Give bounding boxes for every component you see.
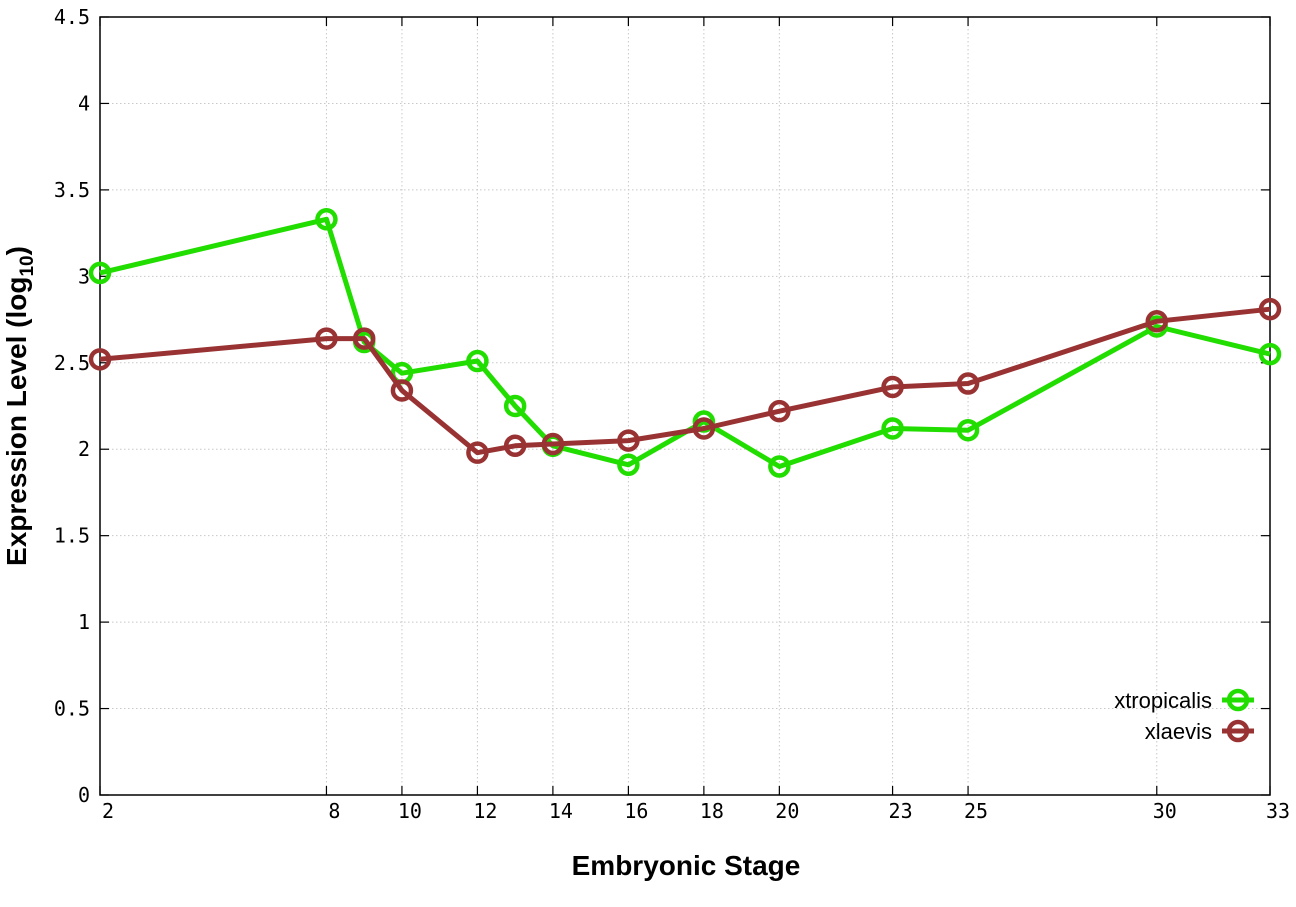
data-point: [881, 375, 904, 399]
plot-frame: [99, 16, 1271, 796]
y-axis-title-main: Expression Level (log: [1, 277, 32, 566]
x-tick-label: 12: [473, 799, 497, 823]
y-tick-label: 2.5: [54, 351, 90, 375]
x-tick-label: 8: [328, 799, 340, 823]
x-tick-label: 16: [624, 799, 648, 823]
legend-swatch-marker: [1226, 688, 1250, 712]
series-line: [99, 306, 1271, 456]
y-tick-label: 3.5: [54, 178, 90, 202]
series-xlaevis: [88, 297, 1282, 464]
data-point: [617, 453, 640, 477]
y-tick-label: 4.5: [54, 5, 90, 29]
data-point: [956, 418, 980, 442]
x-tick-label: 33: [1266, 799, 1290, 823]
series-layer: [88, 208, 1282, 478]
y-tick-label: 0: [78, 783, 90, 807]
data-point: [956, 372, 980, 395]
x-tick-label: 14: [549, 799, 573, 823]
legend-swatch-marker: [1226, 719, 1250, 743]
data-point: [1145, 310, 1169, 333]
data-point: [466, 349, 489, 373]
legend: xtropicalis xlaevis: [1114, 688, 1254, 744]
data-point: [503, 394, 527, 418]
data-point: [315, 327, 338, 350]
data-point: [503, 434, 527, 458]
x-tick-label: 18: [700, 799, 724, 823]
y-tick-label: 4: [78, 91, 90, 115]
x-axis-title: Embryonic Stage: [572, 850, 801, 881]
data-point: [88, 348, 112, 371]
x-tick-label: 2: [102, 799, 114, 823]
data-point: [390, 379, 414, 402]
grid-lines: [100, 17, 1270, 795]
y-axis-title-subscript: 10: [17, 255, 38, 276]
y-tick-label: 2: [78, 437, 90, 461]
y-tick-label: 0.5: [54, 697, 90, 721]
data-point: [1258, 342, 1282, 366]
data-point: [768, 455, 791, 478]
data-point: [692, 417, 716, 440]
x-tick-label: 25: [964, 799, 988, 823]
y-tick-label: 3: [78, 264, 90, 288]
x-tick-label: 30: [1153, 799, 1177, 823]
data-point: [466, 441, 489, 464]
data-point: [768, 399, 791, 423]
legend-label: xlaevis: [1145, 719, 1212, 744]
data-point: [352, 327, 376, 350]
data-point: [1258, 297, 1282, 321]
y-axis-title: Expression Level (log10): [1, 246, 38, 566]
data-point: [541, 432, 565, 456]
axis-ticks: 2 8 10 12 14 16 18 20 23 25 30 33 0 0.5 1 1.5 2 2.5 3 3.5 4 4…: [54, 5, 1290, 823]
y-axis-title-close: ): [1, 246, 32, 255]
data-point: [881, 417, 904, 440]
x-tick-label: 23: [889, 799, 913, 823]
legend-label: xtropicalis: [1114, 688, 1212, 713]
y-tick-label: 1.5: [54, 524, 90, 548]
y-tick-label: 1: [78, 610, 90, 634]
data-point: [617, 429, 640, 452]
x-tick-label: 20: [775, 799, 799, 823]
data-point: [88, 261, 112, 285]
x-tick-label: 10: [398, 799, 422, 823]
data-point: [315, 208, 338, 231]
